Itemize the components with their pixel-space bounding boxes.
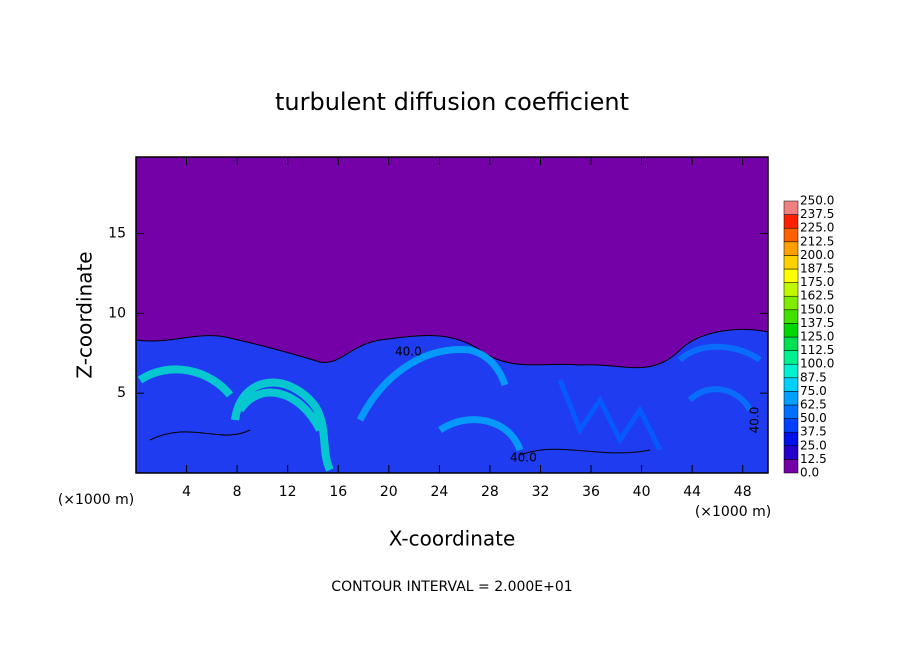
x-tick-label: 36 bbox=[582, 484, 600, 500]
y-unit: (×1000 m) bbox=[58, 492, 134, 508]
x-tick-label: 48 bbox=[734, 484, 752, 500]
y-tick-label: 15 bbox=[108, 226, 126, 242]
colorbar-label: 137.5 bbox=[800, 316, 834, 330]
colorbar-label: 212.5 bbox=[800, 234, 834, 248]
chart-title: turbulent diffusion coefficient bbox=[275, 88, 629, 116]
colorbar-label: 162.5 bbox=[800, 289, 834, 303]
colorbar-label: 200.0 bbox=[800, 248, 834, 262]
colorbar-label: 187.5 bbox=[800, 262, 834, 276]
colorbar-label: 175.0 bbox=[800, 275, 834, 289]
colorbar-swatch bbox=[783, 459, 799, 474]
colorbar-label: 25.0 bbox=[800, 438, 827, 452]
colorbar-swatch bbox=[783, 227, 799, 243]
colorbar-swatch bbox=[783, 282, 799, 297]
colorbar-label: 125.0 bbox=[800, 330, 834, 344]
colorbar-swatch bbox=[783, 323, 799, 338]
x-tick-label: 32 bbox=[532, 484, 550, 500]
plot-frame bbox=[135, 156, 769, 474]
colorbar-label: 0.0 bbox=[800, 466, 819, 480]
colorbar-swatch bbox=[783, 336, 799, 351]
colorbar-label: 250.0 bbox=[800, 194, 834, 208]
colorbar-swatch bbox=[783, 255, 799, 270]
x-tick-label: 24 bbox=[430, 484, 448, 500]
contour-line bbox=[149, 429, 651, 456]
colorbar-label: 100.0 bbox=[800, 357, 834, 371]
colorbar-label: 237.5 bbox=[800, 207, 834, 221]
colorbar-swatch bbox=[783, 418, 799, 433]
x-unit: (×1000 m) bbox=[695, 504, 771, 520]
colorbar-label: 75.0 bbox=[800, 384, 827, 398]
colorbar-label: 150.0 bbox=[800, 302, 834, 316]
colorbar-swatch bbox=[783, 377, 799, 392]
colorbar-swatch bbox=[783, 295, 799, 311]
colorbar-swatch bbox=[783, 309, 799, 324]
colorbar-swatch bbox=[783, 200, 799, 215]
swirl bbox=[557, 379, 663, 452]
x-tick-label: 28 bbox=[481, 484, 499, 500]
colorbar-swatch bbox=[783, 431, 799, 447]
colorbar-swatch bbox=[783, 350, 799, 365]
x-tick-label: 16 bbox=[329, 484, 347, 500]
colorbar-swatch bbox=[783, 391, 799, 406]
y-tick-label: 10 bbox=[108, 305, 126, 321]
colorbar-label: 12.5 bbox=[800, 452, 827, 466]
field bbox=[136, 157, 768, 473]
x-tick-label: 40 bbox=[633, 484, 651, 500]
colorbar-label: 37.5 bbox=[800, 425, 827, 439]
contour-label: 40.0 bbox=[510, 451, 537, 465]
footer: CONTOUR INTERVAL = 2.000E+01 bbox=[331, 579, 572, 595]
x-tick-label: 20 bbox=[380, 484, 398, 500]
colorbar-swatch bbox=[783, 268, 799, 283]
y-tick-label: 5 bbox=[117, 385, 126, 401]
colorbar-swatch bbox=[783, 363, 799, 379]
x-tick-label: 12 bbox=[279, 484, 297, 500]
colorbar-label: 62.5 bbox=[800, 398, 827, 412]
swirl bbox=[677, 343, 762, 412]
y-axis-title: Z-coordinate bbox=[73, 251, 97, 378]
contour-label: 40.0 bbox=[395, 345, 422, 359]
turbulent-region bbox=[136, 328, 768, 473]
colorbar-swatch bbox=[783, 214, 799, 229]
colorbar-swatch bbox=[783, 404, 799, 419]
swirl bbox=[356, 346, 524, 452]
colorbar-label: 87.5 bbox=[800, 370, 827, 384]
colorbar-label: 112.5 bbox=[800, 343, 834, 357]
x-tick-label: 8 bbox=[233, 484, 242, 500]
x-tick-label: 4 bbox=[182, 484, 191, 500]
swirl bbox=[137, 365, 334, 472]
colorbar-swatch bbox=[783, 241, 799, 256]
colorbar-swatch bbox=[783, 445, 799, 460]
x-axis-title: X-coordinate bbox=[389, 527, 516, 551]
contour-label: 40.0 bbox=[748, 407, 762, 434]
x-tick-label: 44 bbox=[683, 484, 701, 500]
colorbar-label: 50.0 bbox=[800, 411, 827, 425]
colorbar-label: 225.0 bbox=[800, 221, 834, 235]
